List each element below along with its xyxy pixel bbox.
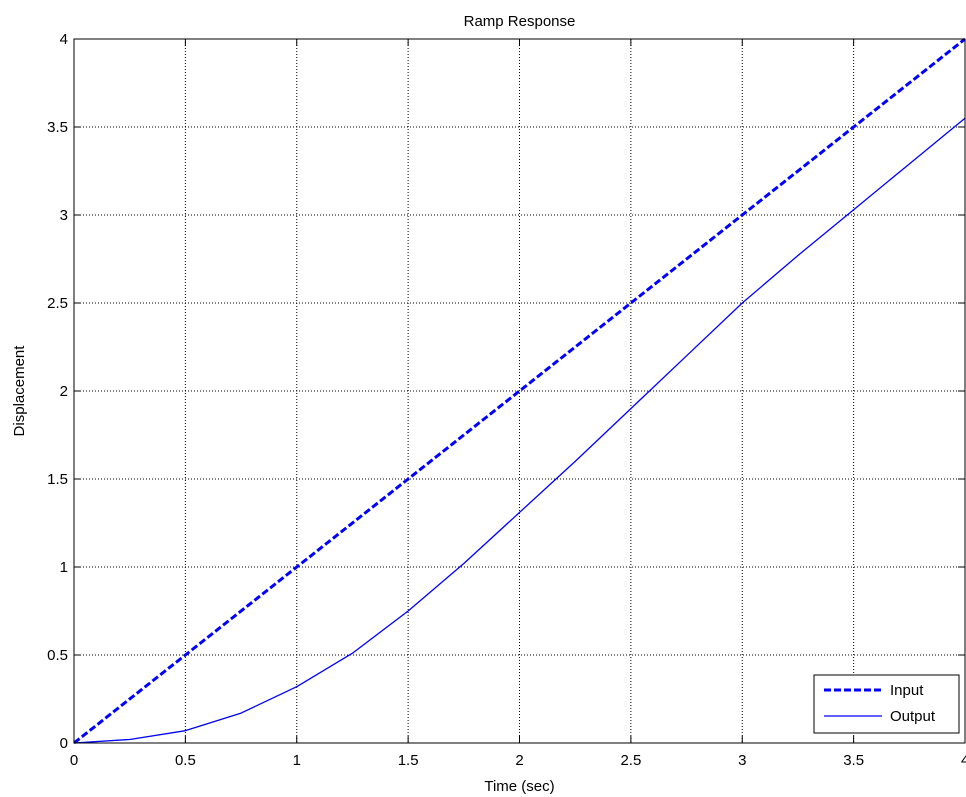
- y-tick-label: 3.5: [47, 119, 68, 136]
- x-tick-label: 2.5: [620, 752, 641, 769]
- grid: [74, 39, 965, 743]
- y-tick-label: 1.5: [47, 471, 68, 488]
- y-tick-label: 0.5: [47, 647, 68, 664]
- x-tick-label: 1: [293, 752, 301, 769]
- y-tick-label: 4: [60, 31, 68, 48]
- x-tick-label: 3.5: [843, 752, 864, 769]
- legend-box: [813, 674, 960, 734]
- x-tick-labels: 0 0.5 1 1.5 2 2.5 3 3.5 4: [70, 752, 966, 769]
- y-tick-label: 1: [60, 559, 68, 576]
- series-line-output: [73, 117, 966, 744]
- legend-label-output: Output: [890, 708, 936, 725]
- y-tick-label: 2.5: [47, 295, 68, 312]
- series-line-input: [73, 37, 966, 745]
- y-tick-labels: 0 0.5 1 1.5 2 2.5 3 3.5 4: [47, 31, 68, 752]
- x-tick-label: 3: [738, 752, 746, 769]
- tick-marks: [73, 38, 966, 744]
- x-axis-label: Time (sec): [484, 778, 554, 795]
- y-tick-label: 2: [60, 383, 68, 400]
- x-tick-label: 1.5: [398, 752, 419, 769]
- chart-title: Ramp Response: [464, 13, 576, 30]
- x-tick-label: 4: [961, 752, 966, 769]
- y-tick-label: 0: [60, 735, 68, 752]
- x-tick-label: 0: [70, 752, 78, 769]
- y-axis-label: Displacement: [11, 345, 28, 437]
- x-tick-label: 2: [515, 752, 523, 769]
- series-layer: [73, 37, 966, 745]
- legend: Input Output: [813, 674, 960, 734]
- legend-label-input: Input: [890, 682, 924, 699]
- y-tick-label: 3: [60, 207, 68, 224]
- x-tick-label: 0.5: [175, 752, 196, 769]
